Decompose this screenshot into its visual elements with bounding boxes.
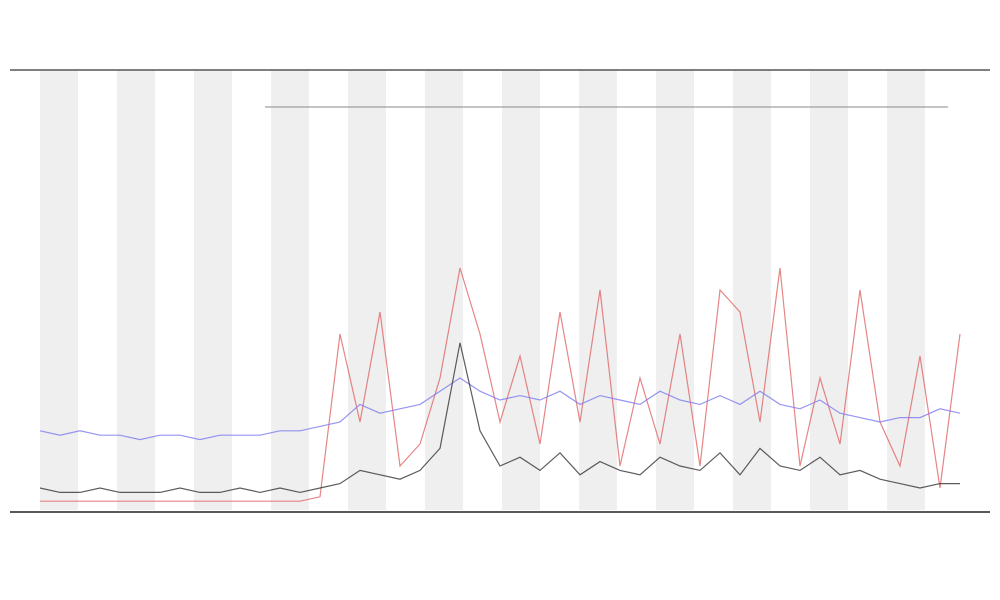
band — [810, 70, 848, 510]
band — [733, 70, 771, 510]
band — [194, 70, 232, 510]
band — [425, 70, 463, 510]
data-line — [40, 267, 961, 502]
band — [887, 70, 925, 510]
band — [271, 70, 309, 510]
data-line — [39, 342, 960, 494]
band — [502, 70, 540, 510]
data-line — [39, 377, 961, 441]
band — [348, 70, 386, 510]
band — [117, 70, 155, 510]
band — [40, 70, 78, 510]
background-bands — [40, 70, 925, 510]
band — [656, 70, 694, 510]
band — [579, 70, 617, 510]
